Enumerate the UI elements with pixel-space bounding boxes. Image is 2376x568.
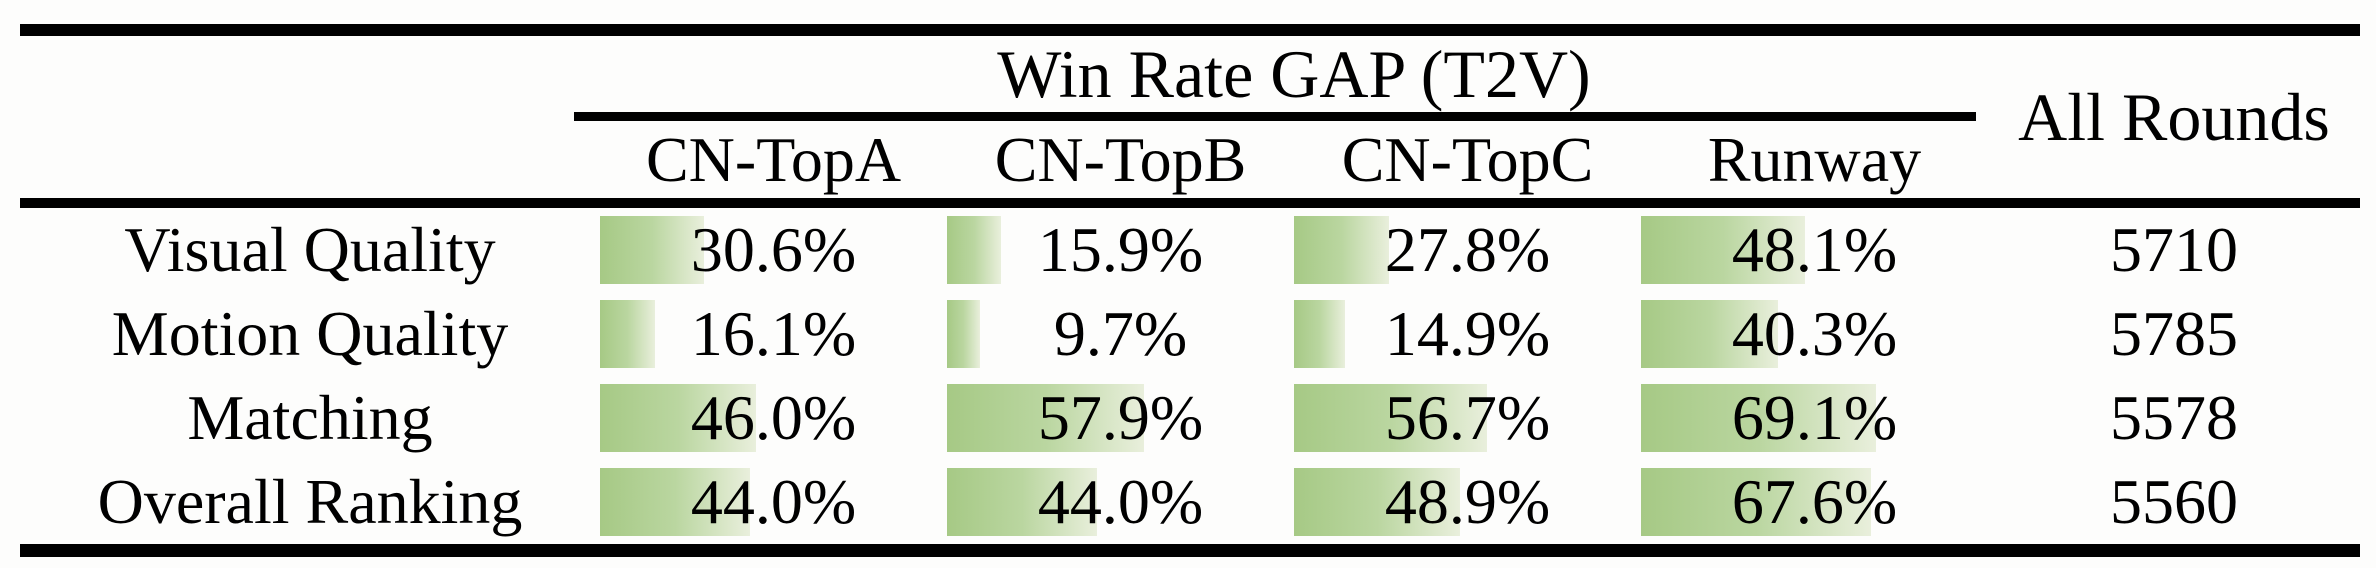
win-rate-cell: 69.1% — [1641, 376, 1988, 460]
win-rate-cell: 46.0% — [600, 376, 947, 460]
win-rate-value: 14.9% — [1384, 298, 1551, 369]
win-rate-bar — [947, 468, 1097, 536]
win-rate-cell: 27.8% — [1294, 208, 1641, 292]
win-rate-value: 48.9% — [1384, 466, 1551, 537]
win-rate-value: 44.0% — [690, 466, 857, 537]
column-header-cn-topc: CN-TopC — [1341, 123, 1594, 195]
win-rate-value: 69.1% — [1731, 382, 1898, 453]
win-rate-bar — [600, 468, 750, 536]
table-row: Motion Quality 16.1% 9.7% 14.9% 40.3% 57… — [20, 292, 2360, 376]
column-header-all-rounds: All Rounds — [2018, 79, 2330, 155]
win-rate-value: 48.1% — [1731, 214, 1898, 285]
win-rate-bar — [600, 300, 655, 368]
win-rate-value: 57.9% — [1037, 382, 1204, 453]
group-header-win-rate-gap: Win Rate GAP (T2V) — [997, 36, 1591, 112]
win-rate-value: 56.7% — [1384, 382, 1551, 453]
win-rate-value: 30.6% — [690, 214, 857, 285]
rule-header-bottom — [20, 198, 2360, 208]
win-rate-value: 46.0% — [690, 382, 857, 453]
win-rate-cell: 44.0% — [947, 460, 1294, 544]
rule-bottom — [20, 544, 2360, 557]
row-label: Overall Ranking — [97, 466, 523, 537]
row-label: Visual Quality — [124, 214, 496, 285]
win-rate-cell: 40.3% — [1641, 292, 1988, 376]
win-rate-bar — [947, 216, 1002, 284]
win-rate-value: 44.0% — [1037, 466, 1204, 537]
win-rate-bar — [1294, 300, 1345, 368]
win-rate-value: 27.8% — [1384, 214, 1551, 285]
win-rate-bar — [1641, 468, 1871, 536]
rule-under-group-header — [574, 112, 1976, 121]
column-header-cn-topa: CN-TopA — [645, 123, 902, 195]
win-rate-bar — [947, 300, 980, 368]
column-header-cn-topb: CN-TopB — [994, 123, 1247, 195]
win-rate-cell: 48.1% — [1641, 208, 1988, 292]
table-body: Visual Quality 30.6% 15.9% 27.8% 48.1% 5… — [20, 208, 2360, 544]
win-rate-bar — [1641, 300, 1779, 368]
table-row: Visual Quality 30.6% 15.9% 27.8% 48.1% 5… — [20, 208, 2360, 292]
all-rounds-value: 5710 — [2110, 214, 2238, 285]
win-rate-cell: 30.6% — [600, 208, 947, 292]
row-label: Matching — [187, 382, 433, 453]
row-label: Motion Quality — [111, 298, 509, 369]
win-rate-cell: 57.9% — [947, 376, 1294, 460]
win-rate-value: 9.7% — [1053, 298, 1188, 369]
rule-top — [20, 24, 2360, 36]
column-header-runway: Runway — [1707, 123, 1922, 195]
win-rate-cell: 9.7% — [947, 292, 1294, 376]
win-rate-cell: 48.9% — [1294, 460, 1641, 544]
win-rate-bar — [600, 216, 705, 284]
win-rate-value: 67.6% — [1731, 466, 1898, 537]
all-rounds-value: 5560 — [2110, 466, 2238, 537]
win-rate-bar — [1294, 216, 1389, 284]
win-rate-bar — [1294, 384, 1487, 452]
win-rate-cell: 14.9% — [1294, 292, 1641, 376]
table-header: Win Rate GAP (T2V) CN-TopA CN-TopB CN-To… — [20, 36, 2360, 198]
table-row: Overall Ranking 44.0% 44.0% 48.9% 67.6% … — [20, 460, 2360, 544]
win-rate-value: 40.3% — [1731, 298, 1898, 369]
win-rate-value: 16.1% — [690, 298, 857, 369]
win-rate-value: 15.9% — [1037, 214, 1204, 285]
all-rounds-value: 5785 — [2110, 298, 2238, 369]
win-rate-cell: 16.1% — [600, 292, 947, 376]
win-rate-cell: 15.9% — [947, 208, 1294, 292]
win-rate-cell: 44.0% — [600, 460, 947, 544]
win-rate-cell: 67.6% — [1641, 460, 1988, 544]
win-rate-bar — [1641, 216, 1805, 284]
win-rate-bar — [600, 384, 757, 452]
win-rate-bar — [1641, 384, 1876, 452]
all-rounds-value: 5578 — [2110, 382, 2238, 453]
win-rate-table: Win Rate GAP (T2V) CN-TopA CN-TopB CN-To… — [20, 24, 2360, 557]
win-rate-cell: 56.7% — [1294, 376, 1641, 460]
win-rate-bar — [947, 384, 1144, 452]
win-rate-bar — [1294, 468, 1461, 536]
table-row: Matching 46.0% 57.9% 56.7% 69.1% 5578 — [20, 376, 2360, 460]
